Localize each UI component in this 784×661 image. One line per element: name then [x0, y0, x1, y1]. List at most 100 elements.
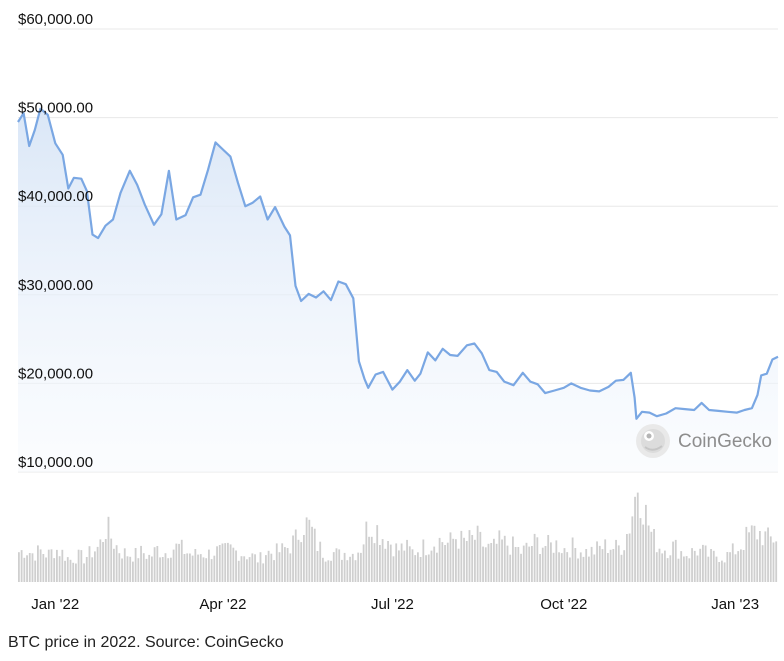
gecko-logo-icon [636, 424, 670, 458]
price-area-fill [18, 108, 778, 472]
volume-bar [579, 552, 582, 582]
volume-bar [327, 560, 330, 582]
volume-bar [387, 541, 389, 582]
coingecko-watermark: CoinGecko [636, 424, 772, 458]
volume-bar [604, 539, 607, 582]
volume-bar [696, 555, 699, 582]
volume-bar [37, 545, 39, 582]
volume-bar [191, 555, 194, 582]
volume-bar [582, 556, 585, 582]
volume-bar [262, 563, 265, 582]
volume-bar [123, 548, 126, 582]
volume-bar [601, 549, 604, 582]
volume-bar [248, 557, 251, 582]
volume-bar [142, 553, 145, 582]
volume-bar [61, 549, 64, 582]
volume-bar [202, 557, 205, 582]
volume-bar [121, 558, 123, 582]
volume-bar [370, 536, 373, 582]
volume-bar [539, 554, 541, 582]
volume-bar [172, 549, 175, 582]
volume-bar [626, 534, 628, 582]
volume-bar [772, 542, 775, 582]
volume-bar [547, 535, 550, 582]
volume-bar [550, 542, 552, 582]
volume-bar [563, 548, 566, 582]
volume-bar [734, 554, 737, 582]
volume-bar [674, 539, 677, 582]
volume-bar [558, 552, 560, 582]
volume-bar [490, 543, 493, 582]
volume-bar [227, 542, 229, 582]
volume-bar [433, 546, 436, 582]
volume-bar [691, 548, 693, 582]
volume-bar [756, 539, 759, 582]
volume-bar [414, 555, 417, 582]
volume-bar [566, 552, 569, 582]
volume-bar [503, 535, 506, 582]
volume-bar [389, 544, 392, 582]
volume-bar [764, 531, 767, 582]
volume-bar [26, 555, 28, 582]
volume-bar [94, 551, 96, 582]
volume-bar [693, 550, 696, 582]
volume-bar [427, 554, 430, 582]
volume-bar [199, 554, 202, 582]
chart-caption: BTC price in 2022. Source: CoinGecko [8, 634, 284, 651]
volume-bar [118, 553, 121, 582]
volume-bar [647, 525, 650, 582]
volume-bar [115, 545, 118, 582]
volume-bar [183, 554, 186, 582]
volume-bar [341, 559, 343, 582]
volume-bar [330, 560, 332, 582]
volume-bar [50, 549, 53, 582]
volume-bar [501, 539, 503, 582]
volume-bar [113, 548, 115, 582]
volume-bar [522, 545, 525, 582]
volume-bar [685, 556, 688, 582]
volume-bar [444, 545, 446, 582]
volume-bar [707, 556, 710, 582]
volume-bar [430, 550, 433, 582]
volume-bar [555, 540, 558, 582]
volume-bar [58, 556, 61, 582]
volume-bar [609, 549, 612, 582]
volume-bar [56, 549, 58, 582]
y-tick-label: $20,000.00 [18, 365, 93, 382]
volume-bar [753, 525, 756, 582]
volume-bar [313, 528, 316, 582]
volume-bar [151, 556, 153, 582]
volume-bar [126, 556, 129, 582]
volume-bar [471, 535, 474, 582]
volume-bar [436, 552, 438, 582]
price-series-line [17, 107, 779, 420]
volume-bar [322, 557, 324, 582]
volume-bar [506, 545, 509, 582]
volume-bar [159, 557, 161, 582]
volume-bar [498, 530, 501, 582]
volume-bar [259, 552, 262, 582]
volume-bar [449, 532, 452, 582]
volume-bar [45, 557, 47, 582]
volume-bar [398, 550, 400, 582]
x-tick-label: Jan '23 [711, 596, 759, 613]
volume-bar [20, 550, 23, 582]
volume-bar [175, 543, 178, 582]
volume-bar [254, 554, 256, 582]
volume-bar [392, 556, 395, 582]
volume-bar [99, 539, 102, 582]
y-tick-label: $40,000.00 [18, 188, 93, 205]
x-tick-label: Jan '22 [31, 596, 79, 613]
volume-bar [286, 548, 289, 582]
volume-bar [186, 553, 189, 582]
volume-bar [205, 558, 208, 582]
volume-bar [479, 531, 482, 582]
volume-bar [311, 526, 313, 582]
volume-bar [400, 543, 403, 582]
volume-bar [531, 546, 533, 582]
volume-bar [107, 516, 110, 582]
volume-bar [221, 543, 224, 582]
volume-bar [137, 558, 140, 582]
volume-bar [273, 560, 275, 582]
volume-bar [189, 553, 191, 582]
